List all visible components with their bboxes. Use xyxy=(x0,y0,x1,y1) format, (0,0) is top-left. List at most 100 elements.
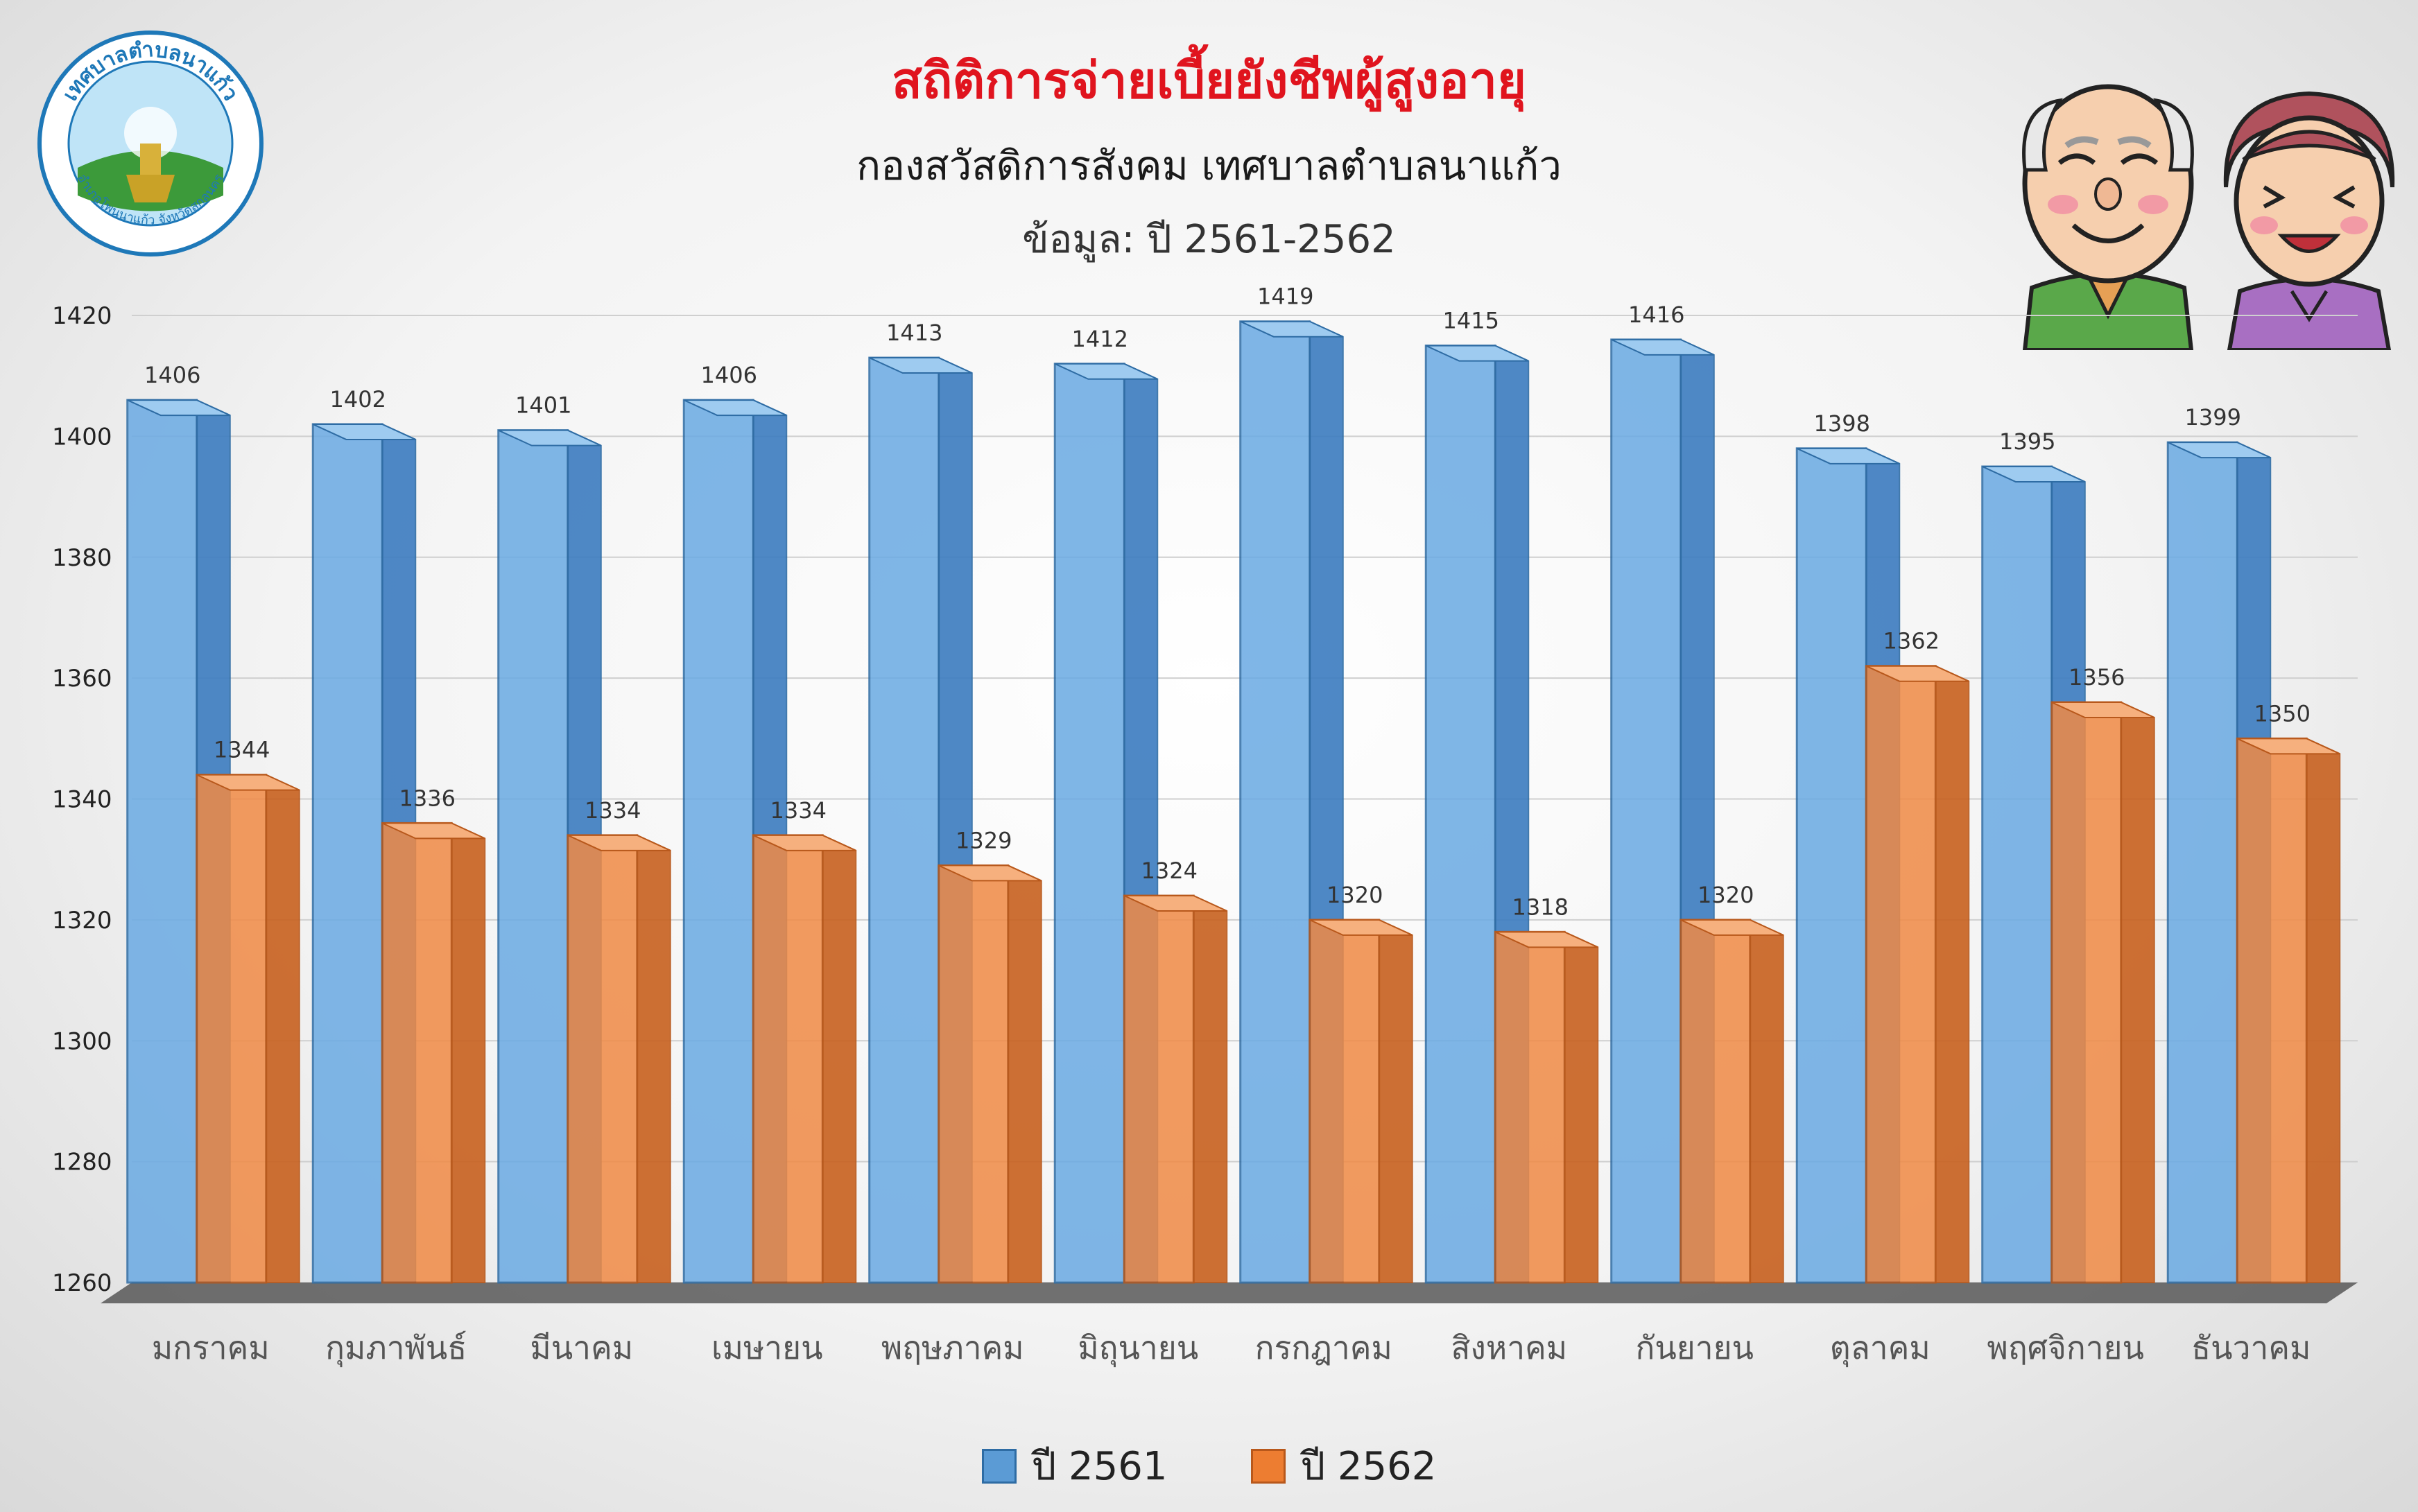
bar-2561 xyxy=(682,399,754,1284)
legend-label-2561: ปี 2561 xyxy=(1031,1444,1168,1489)
bar-side-2562 xyxy=(265,774,300,1283)
bar-top-2562 xyxy=(938,864,1042,882)
bar-2561 xyxy=(1239,320,1311,1284)
data-label: 1413 xyxy=(886,320,942,346)
bar-top-2561 xyxy=(1240,320,1344,338)
y-tick-label: 1260 xyxy=(52,1269,112,1297)
data-label: 1344 xyxy=(214,737,270,763)
bar-top-2561 xyxy=(1425,345,1529,362)
data-label: 1402 xyxy=(330,386,386,412)
chart-title: สถิติการจ่ายเบี้ยยังชีพผู้สูงอายุ xyxy=(891,51,1527,110)
y-tick-label: 1300 xyxy=(52,1027,112,1055)
bar-2562 xyxy=(752,834,824,1284)
bar-2561 xyxy=(311,423,383,1284)
data-label: 1334 xyxy=(770,797,827,824)
bar-2562 xyxy=(196,774,268,1284)
bar-side-2562 xyxy=(451,822,486,1283)
data-label: 1324 xyxy=(1141,858,1198,884)
bar-2561 xyxy=(1795,447,1867,1284)
bar-2561 xyxy=(1610,338,1682,1284)
data-label: 1336 xyxy=(399,785,456,811)
bar-2562 xyxy=(1865,665,1937,1284)
data-label: 1395 xyxy=(1999,428,2055,455)
bar-2562 xyxy=(1679,919,1752,1284)
data-label: 1412 xyxy=(1072,326,1128,352)
bar-top-2561 xyxy=(683,399,787,417)
bar-2561 xyxy=(497,429,569,1284)
bar-top-2562 xyxy=(2051,702,2155,718)
bar-top-2562 xyxy=(196,774,300,791)
bar-top-2561 xyxy=(1611,338,1715,356)
bar-top-2561 xyxy=(1796,447,1900,464)
y-tick-label: 1280 xyxy=(52,1149,112,1176)
bar-top-2562 xyxy=(1309,919,1413,936)
chart-floor xyxy=(101,1283,2358,1303)
bar-2562 xyxy=(2050,701,2123,1284)
bar-top-2562 xyxy=(1494,931,1598,948)
data-label: 1334 xyxy=(585,797,641,824)
y-tick-label: 1340 xyxy=(52,786,112,814)
municipality-logo: เทศบาลตำบลนาแก้ว อำเภอโพนนาแก้ว จังหวัดส… xyxy=(37,31,264,257)
legend-swatch-2562 xyxy=(1250,1448,1286,1484)
chart-dateline: ข้อมูล: ปี 2561-2562 xyxy=(1022,217,1396,262)
bar-2562 xyxy=(1123,894,1195,1284)
data-label: 1320 xyxy=(1698,882,1754,908)
x-tick-label: มิถุนายน xyxy=(1078,1329,1198,1368)
data-label: 1350 xyxy=(2254,700,2311,727)
legend-item-2562: ปี 2562 xyxy=(1250,1435,1436,1497)
bar-side-2562 xyxy=(636,834,671,1283)
data-label: 1406 xyxy=(701,362,757,388)
bar-top-2562 xyxy=(567,834,671,851)
bar-2562 xyxy=(567,834,639,1284)
data-label: 1401 xyxy=(515,392,571,419)
labels-layer: 1260 1280 1300 1320 1340 1360 1380 1400 1420 1406… xyxy=(52,284,2311,1368)
data-label: 1318 xyxy=(1512,894,1569,920)
bar-2561 xyxy=(2166,441,2238,1284)
x-tick-label: กุมภาพันธ์ xyxy=(325,1329,467,1368)
elderly-man-icon xyxy=(2022,84,2194,350)
bar-2561 xyxy=(1424,345,1496,1284)
y-tick-label: 1400 xyxy=(52,423,112,451)
y-tick-label: 1380 xyxy=(52,544,112,572)
legend-swatch-2561 xyxy=(981,1448,1017,1484)
bar-top-2561 xyxy=(127,399,231,417)
bar-top-2562 xyxy=(752,834,856,851)
bar-2561 xyxy=(1053,363,1125,1284)
bar-top-2561 xyxy=(2167,442,2271,459)
bar-side-2562 xyxy=(822,834,857,1283)
bar-2561 xyxy=(1981,465,2053,1284)
data-label: 1320 xyxy=(1327,882,1383,908)
data-label: 1406 xyxy=(144,362,200,388)
x-tick-label: เมษายน xyxy=(711,1329,823,1366)
bar-2561 xyxy=(868,356,940,1284)
bar-side-2562 xyxy=(1378,919,1413,1283)
legend-item-2561: ปี 2561 xyxy=(981,1435,1168,1497)
data-label: 1362 xyxy=(1883,628,1940,654)
bar-top-2561 xyxy=(312,423,416,440)
data-label: 1356 xyxy=(2069,664,2125,690)
bar-2562 xyxy=(938,864,1010,1284)
bar-top-2561 xyxy=(869,357,973,374)
data-label: 1415 xyxy=(1443,308,1499,334)
x-tick-label: มีนาคม xyxy=(530,1329,633,1366)
x-tick-label: ธันวาคม xyxy=(2191,1329,2311,1366)
bar-side-2562 xyxy=(1935,665,1970,1283)
bar-side-2562 xyxy=(1007,864,1042,1283)
bar-top-2562 xyxy=(381,822,485,840)
bar-top-2562 xyxy=(1680,919,1784,936)
chart-subtitle: กองสวัสดิการสังคม เทศบาลตำบลนาแก้ว xyxy=(856,142,1562,189)
chart-floor-plane xyxy=(101,1283,2358,1303)
bar-top-2561 xyxy=(1054,363,1158,380)
chart-legend: ปี 2561 ปี 2562 xyxy=(0,1435,2418,1497)
bar-top-2562 xyxy=(2236,738,2340,755)
bar-top-2562 xyxy=(1123,895,1227,912)
bar-top-2561 xyxy=(498,429,602,446)
bar-2562 xyxy=(1494,930,1566,1284)
y-tick-label: 1420 xyxy=(52,302,112,330)
x-tick-label: สิงหาคม xyxy=(1451,1329,1567,1366)
x-tick-label: พฤศจิกายน xyxy=(1987,1329,2144,1366)
y-tick-label: 1360 xyxy=(52,665,112,693)
elderly-woman-icon xyxy=(2223,91,2395,350)
data-label: 1399 xyxy=(2185,404,2241,431)
